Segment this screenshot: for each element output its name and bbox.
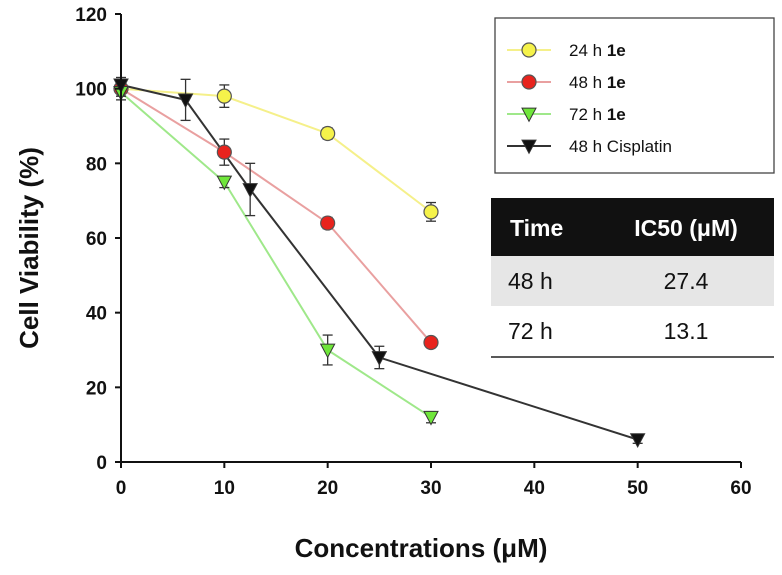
data-point-48-h-1e (423, 334, 439, 351)
legend-marker-48-h-cisplatin (521, 139, 537, 155)
legend-label-72-h-1e: 72 h 1e (569, 105, 626, 124)
table-cell-time: 48 h (508, 268, 553, 294)
data-point-24-h-1e (423, 204, 439, 220)
data-point-48-h-cisplatin (629, 433, 646, 449)
axes: 0 20 40 60 80 100 120 0 10 20 30 40 50 60 Concentratio… (14, 5, 752, 563)
data-point-48-h-cisplatin (177, 93, 194, 109)
legend-label-48-h-cisplatin: 48 h Cisplatin (569, 137, 672, 156)
data-point-24-h-1e (216, 88, 232, 104)
x-tick-label: 60 (730, 478, 751, 499)
legend-label-48-h-1e: 48 h 1e (569, 73, 626, 92)
x-tick-label: 30 (420, 478, 441, 499)
ic50-table: Time IC50 (μM) 48 h 27.4 72 h 13.1 (491, 198, 774, 358)
table-header-ic50: IC50 (μM) (634, 215, 738, 241)
x-tick-label: 20 (317, 478, 338, 499)
y-tick-label: 40 (86, 304, 107, 325)
x-tick-label: 40 (524, 478, 545, 499)
table-cell-time: 72 h (508, 318, 553, 344)
data-point-72-h-1e (423, 410, 439, 426)
table-cell-ic50: 13.1 (664, 318, 709, 344)
data-point-72-h-1e (319, 343, 336, 359)
x-tick-label: 0 (116, 478, 127, 499)
x-tick-label: 50 (627, 478, 648, 499)
legend-box (494, 17, 775, 174)
data-point-48-h-1e (216, 144, 232, 160)
data-point-72-h-1e (216, 175, 233, 191)
table-header-row (491, 198, 774, 256)
table-header-time: Time (510, 215, 563, 241)
series-line-72-h-1e (120, 91, 432, 419)
y-axis-title: Cell Viability (%) (14, 147, 44, 349)
x-axis-title: Concentrations (μM) (295, 533, 548, 563)
data-markers (113, 78, 646, 449)
y-tick-label: 100 (75, 80, 107, 101)
y-tick-label: 120 (75, 5, 107, 26)
legend-marker-24-h-1e (521, 42, 537, 58)
series-line-48-h-1e (120, 87, 432, 344)
y-tick-label: 60 (86, 229, 107, 250)
legend-marker-48-h-1e (521, 74, 537, 90)
y-tick-label: 20 (86, 378, 107, 399)
y-tick-label: 0 (96, 453, 107, 474)
data-point-24-h-1e (320, 125, 336, 142)
data-point-48-h-1e (320, 215, 336, 231)
legend-label-24-h-1e: 24 h 1e (569, 41, 626, 60)
table-row-striped (491, 256, 774, 306)
x-tick-label: 10 (214, 478, 235, 499)
data-point-48-h-cisplatin (242, 183, 258, 198)
y-tick-label: 80 (86, 154, 107, 175)
legend-marker-72-h-1e (521, 107, 537, 123)
legend: 24 h 1e 48 h 1e 72 h 1e 48 h Cisplatin (494, 17, 775, 174)
table-cell-ic50: 27.4 (664, 268, 709, 294)
series-line-24-h-1e (120, 87, 432, 213)
data-point-48-h-cisplatin (371, 351, 388, 366)
